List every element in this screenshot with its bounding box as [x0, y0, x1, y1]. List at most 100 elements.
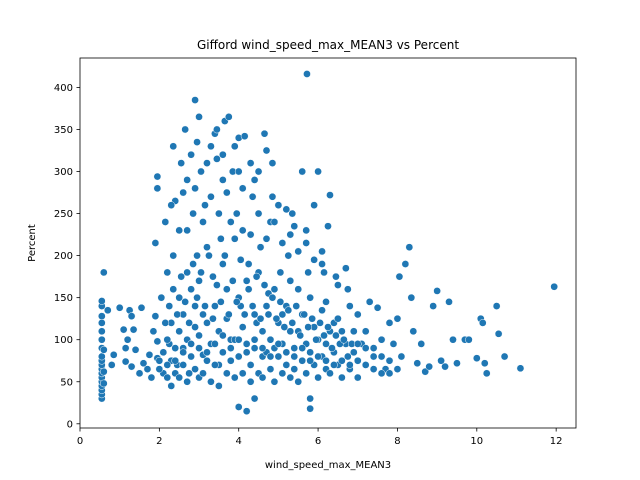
scatter-point: [215, 382, 223, 390]
scatter-point: [377, 369, 386, 378]
x-tick-label: 12: [550, 436, 563, 447]
scatter-point: [272, 314, 281, 323]
scatter-point: [500, 352, 509, 361]
scatter-point: [139, 359, 148, 368]
scatter-point: [191, 323, 199, 331]
scatter-point: [147, 373, 156, 382]
scatter-point: [242, 348, 251, 357]
scatter-point: [270, 218, 279, 226]
scatter-point: [324, 222, 332, 231]
scatter-point: [482, 369, 491, 378]
scatter-point: [290, 365, 299, 373]
scatter-point: [167, 382, 176, 390]
scatter-point: [256, 243, 265, 252]
scatter-point: [270, 377, 279, 386]
scatter-point: [334, 314, 342, 323]
y-tick-label: 200: [54, 251, 73, 262]
scatter-point: [191, 184, 199, 193]
scatter-point: [177, 159, 186, 167]
scatter-point: [401, 260, 410, 268]
scatter-point: [201, 302, 209, 310]
scatter-point: [294, 285, 303, 294]
scatter-point: [258, 373, 267, 382]
scatter-point: [310, 201, 318, 210]
scatter-point: [353, 310, 362, 319]
scatter-point: [338, 373, 346, 382]
scatter-point: [472, 354, 481, 363]
scatter-point: [226, 218, 235, 226]
scatter-point: [226, 344, 235, 352]
scatter-point: [240, 132, 249, 141]
scatter-point: [332, 272, 340, 281]
scatter-point: [342, 264, 350, 273]
scatter-point: [242, 276, 251, 285]
scatter-point: [195, 276, 203, 285]
scatter-point: [232, 209, 241, 218]
scatter-point: [123, 335, 132, 344]
scatter-point: [175, 327, 184, 336]
scatter-point: [369, 352, 378, 361]
scatter-point: [99, 367, 108, 376]
scatter-point: [266, 352, 275, 361]
scatter-point: [107, 361, 116, 369]
scatter-point: [242, 407, 251, 416]
scatter-point: [191, 302, 199, 310]
scatter-point: [129, 325, 138, 334]
scatter-point: [187, 150, 195, 159]
scatter-point: [254, 167, 263, 176]
y-tick-label: 400: [54, 83, 73, 94]
scatter-point: [187, 340, 195, 348]
scatter-point: [312, 335, 320, 344]
scatter-point: [286, 276, 295, 285]
scatter-point: [300, 310, 309, 319]
scatter-point: [254, 209, 263, 218]
scatter-point: [389, 340, 398, 348]
scatter-point: [211, 340, 219, 348]
scatter-point: [191, 365, 199, 373]
scatter-point: [304, 323, 313, 331]
scatter-point: [369, 344, 378, 352]
scatter-point: [334, 281, 342, 289]
scatter-point: [480, 359, 489, 368]
scatter-point: [314, 352, 322, 361]
scatter-point: [242, 340, 251, 348]
scatter-point: [131, 345, 140, 354]
scatter-point: [318, 247, 326, 256]
scatter-point: [211, 302, 219, 310]
scatter-point: [109, 350, 118, 359]
scatter-point: [282, 361, 291, 369]
scatter-point: [326, 191, 334, 199]
scatter-point: [349, 348, 358, 357]
scatter-point: [318, 260, 326, 268]
scatter-point: [250, 310, 259, 319]
scatter-point: [222, 188, 231, 197]
scatter-point: [286, 230, 295, 239]
scatter-point: [197, 268, 205, 277]
scatter-point: [322, 340, 330, 348]
scatter-point: [306, 404, 314, 413]
scatter-point: [278, 239, 287, 247]
y-tick-label: 0: [67, 419, 73, 430]
scatter-point: [193, 138, 201, 146]
scatter-point: [361, 327, 370, 336]
scatter-point: [222, 285, 231, 294]
scatter-point: [97, 312, 106, 321]
y-tick-label: 250: [54, 209, 73, 220]
scatter-point: [185, 319, 193, 327]
scatter-point: [224, 310, 233, 319]
scatter-point: [195, 113, 203, 121]
scatter-point: [310, 255, 318, 264]
scatter-point: [302, 226, 311, 235]
scatter-point: [145, 350, 154, 359]
scatter-point: [199, 310, 207, 319]
scatter-point: [266, 335, 275, 344]
scatter-point: [343, 285, 352, 294]
scatter-point: [385, 319, 394, 327]
scatter-point: [274, 352, 283, 361]
scatter-point: [137, 303, 146, 312]
scatter-point: [119, 325, 128, 334]
scatter-point: [268, 159, 277, 167]
scatter-point: [187, 285, 195, 294]
scatter-point: [550, 282, 559, 291]
scatter-point: [385, 356, 394, 365]
